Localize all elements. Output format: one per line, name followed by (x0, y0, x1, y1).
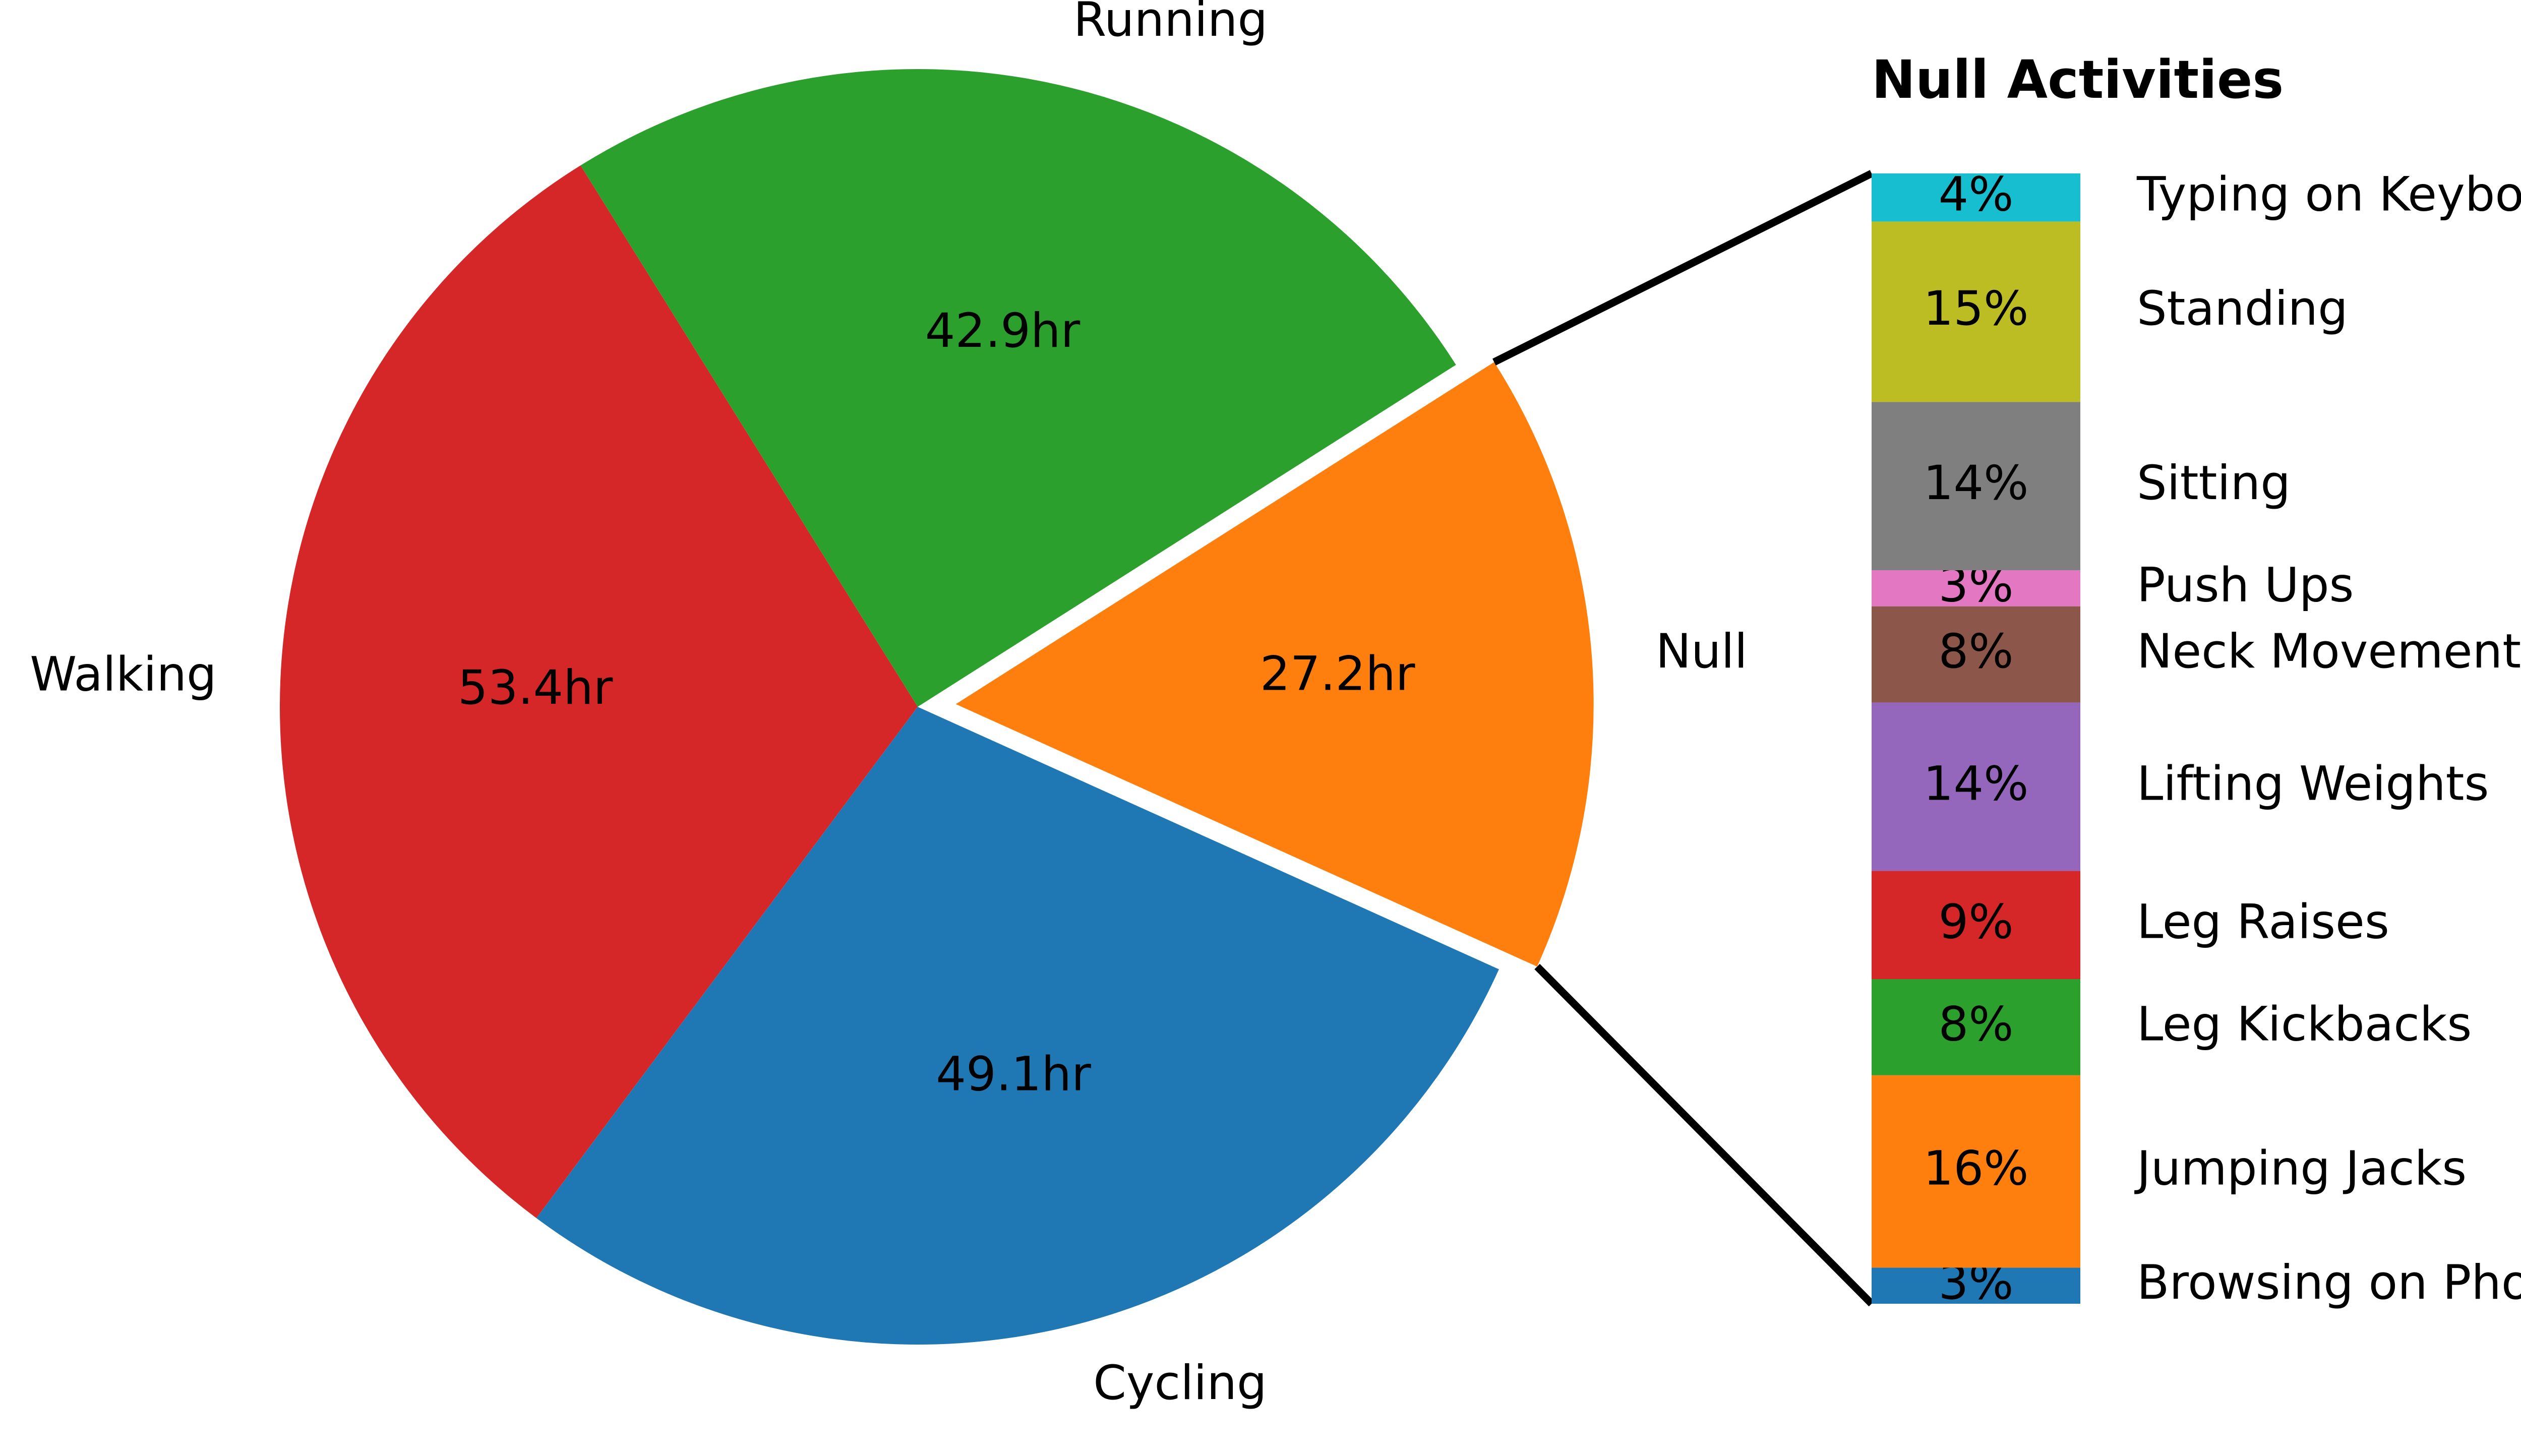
bar-label-neck-movement: Neck Movement (2137, 624, 2521, 679)
pie-slice-walking (280, 165, 918, 1219)
bar-segment-typing-on-keyboard (1872, 173, 2080, 222)
bar-segment-standing (1872, 221, 2080, 402)
pie-group: 27.2hr Null 42.9hr Running 53.4hr Walking 49.1… (30, 0, 1748, 1411)
bar-percent-leg-kickbacks: 8% (1938, 997, 2013, 1052)
slice-value-running: 42.9hr (925, 304, 1081, 358)
bar-percent-leg-raises: 9% (1938, 895, 2013, 950)
slice-label-walking: Walking (30, 647, 216, 702)
bar-segment-sitting (1872, 402, 2080, 571)
bar-segment-jumping-jacks (1872, 1075, 2080, 1268)
bar-percent-standing: 15% (1924, 281, 2029, 336)
bar-label-sitting: Sitting (2137, 456, 2291, 511)
bar-label-leg-kickbacks: Leg Kickbacks (2137, 997, 2472, 1052)
pie-slice-null (955, 362, 1594, 967)
slice-value-null: 27.2hr (1260, 647, 1415, 702)
bar-segment-browsing-on-phone (1872, 1267, 2080, 1304)
bar-label-push-ups: Push Ups (2137, 558, 2354, 613)
bar-label-browsing-on-phone: Browsing on Phone (2137, 1255, 2521, 1310)
bar-segment-leg-kickbacks (1872, 979, 2080, 1075)
connector-line-bottom (1534, 963, 1875, 1307)
bar-segment-lifting-weights (1872, 702, 2080, 871)
slice-label-cycling: Cycling (1093, 1356, 1267, 1411)
bar-label-lifting-weights: Lifting Weights (2137, 756, 2489, 811)
bar-segment-leg-raises (1872, 871, 2080, 980)
connector-lines (1492, 170, 1875, 1307)
slice-label-null: Null (1656, 624, 1748, 679)
slice-value-cycling: 49.1hr (936, 1047, 1091, 1102)
slice-label-running: Running (1073, 0, 1268, 47)
bar-percent-typing-on-keyboard: 4% (1938, 167, 2013, 222)
breakdown-title: Null Activities (1872, 49, 2284, 110)
bar-segment-push-ups (1872, 570, 2080, 606)
pie-slice-running (580, 69, 1456, 707)
bar-label-leg-raises: Leg Raises (2137, 895, 2389, 950)
bar-percent-jumping-jacks: 16% (1924, 1141, 2029, 1196)
connector-line-top (1492, 170, 1874, 366)
bar-segment-neck-movement (1872, 606, 2080, 703)
bar-percent-neck-movement: 8% (1938, 624, 2013, 679)
bar-percent-lifting-weights: 14% (1924, 756, 2029, 811)
bar-percent-sitting: 14% (1924, 456, 2029, 511)
bar-label-typing-on-keyboard: Typing on Keyboard (2136, 167, 2521, 222)
slice-value-walking: 53.4hr (458, 660, 613, 715)
bar-label-standing: Standing (2137, 281, 2348, 336)
bar-label-jumping-jacks: Jumping Jacks (2134, 1141, 2467, 1196)
pie-slice-cycling (536, 707, 1499, 1345)
null-activities-bar: 3%Browsing on Phone16%Jumping Jacks8%Leg… (1872, 167, 2521, 1310)
